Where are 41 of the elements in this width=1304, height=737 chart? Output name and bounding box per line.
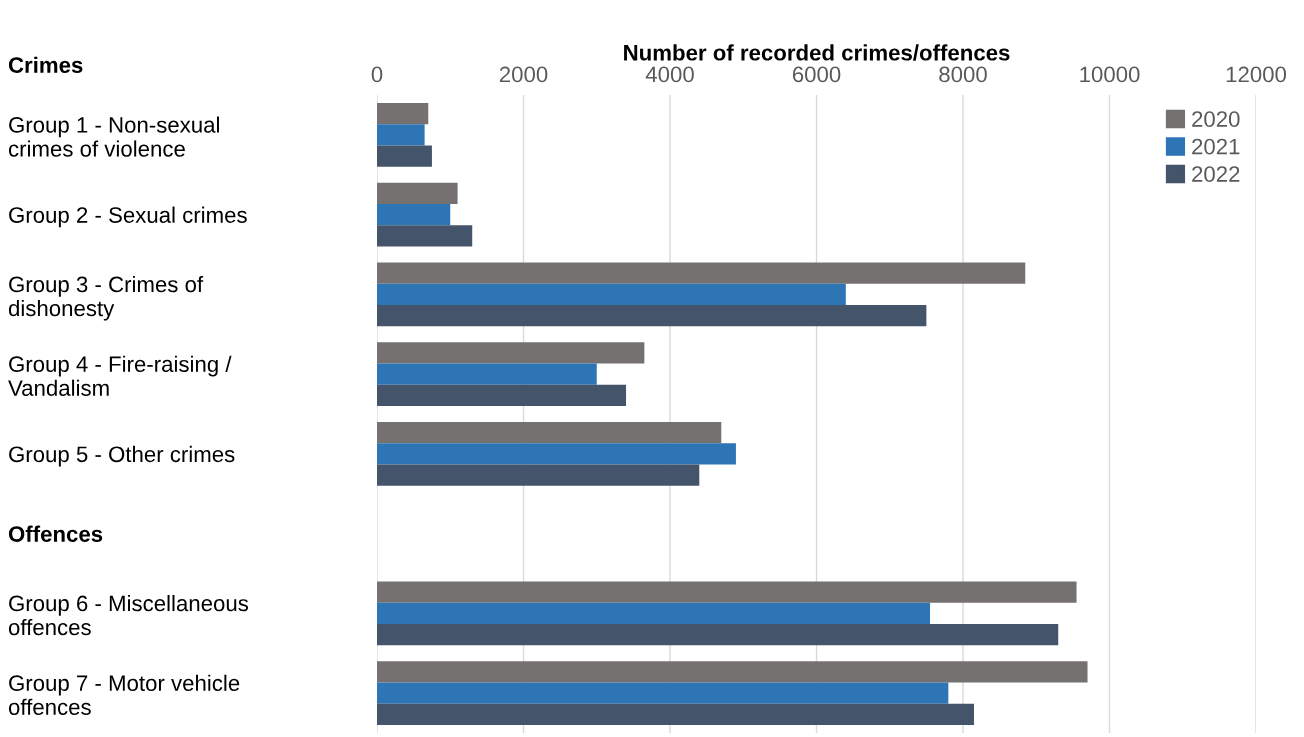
bar [377,182,458,204]
y-tick-label: Group 4 - Fire-raising / Vandalism [8,355,232,396]
bar [377,602,931,625]
text: Crimes [8,56,83,73]
x-tick-label: 4000 [645,66,694,83]
legend-label: 2020 [1192,111,1240,127]
bar [377,384,627,407]
x-tick-label: 8000 [939,66,987,83]
x-tick-label: 10000 [1080,66,1140,83]
bar [377,363,597,385]
bar [377,443,736,465]
y-tick-label: Group 1 - Non-sexual crimes of violence [8,116,219,157]
x-tick-label: 12000 [1226,66,1287,83]
bar [377,703,974,726]
y-tick-label: Group 7 - Motor vehicle offences [8,674,240,715]
x-tick-label: 6000 [792,66,841,83]
bar [377,145,432,167]
legend-label: 2022 [1192,166,1240,182]
y-tick-label: Group 6 - Miscellaneous offences [8,594,249,636]
bar [377,225,473,247]
x-tick-label: 2000 [499,66,548,83]
bar [377,581,1077,603]
bar [377,124,425,146]
bar [377,624,1059,646]
y-tick-label: Group 3 - Crimes of dishonesty [8,275,204,321]
bar [377,661,1088,683]
bar [377,203,451,226]
bar [377,305,927,327]
y-tick-label: Offences [8,525,103,542]
y-tick-label: Group 5 - Other crimes [9,445,235,467]
bar [377,682,949,704]
bar [377,262,1026,284]
bar [377,283,846,306]
bar [377,342,645,364]
bar [377,464,700,486]
x-axis-title: Number of recorded crimes/offences [624,44,1010,61]
x-tick-label: 0 [371,66,383,83]
bar [377,421,722,444]
y-tick-label: Group 2 - Sexual crimes [9,206,247,228]
legend-label: 2021 [1192,138,1240,155]
bar [377,102,429,125]
